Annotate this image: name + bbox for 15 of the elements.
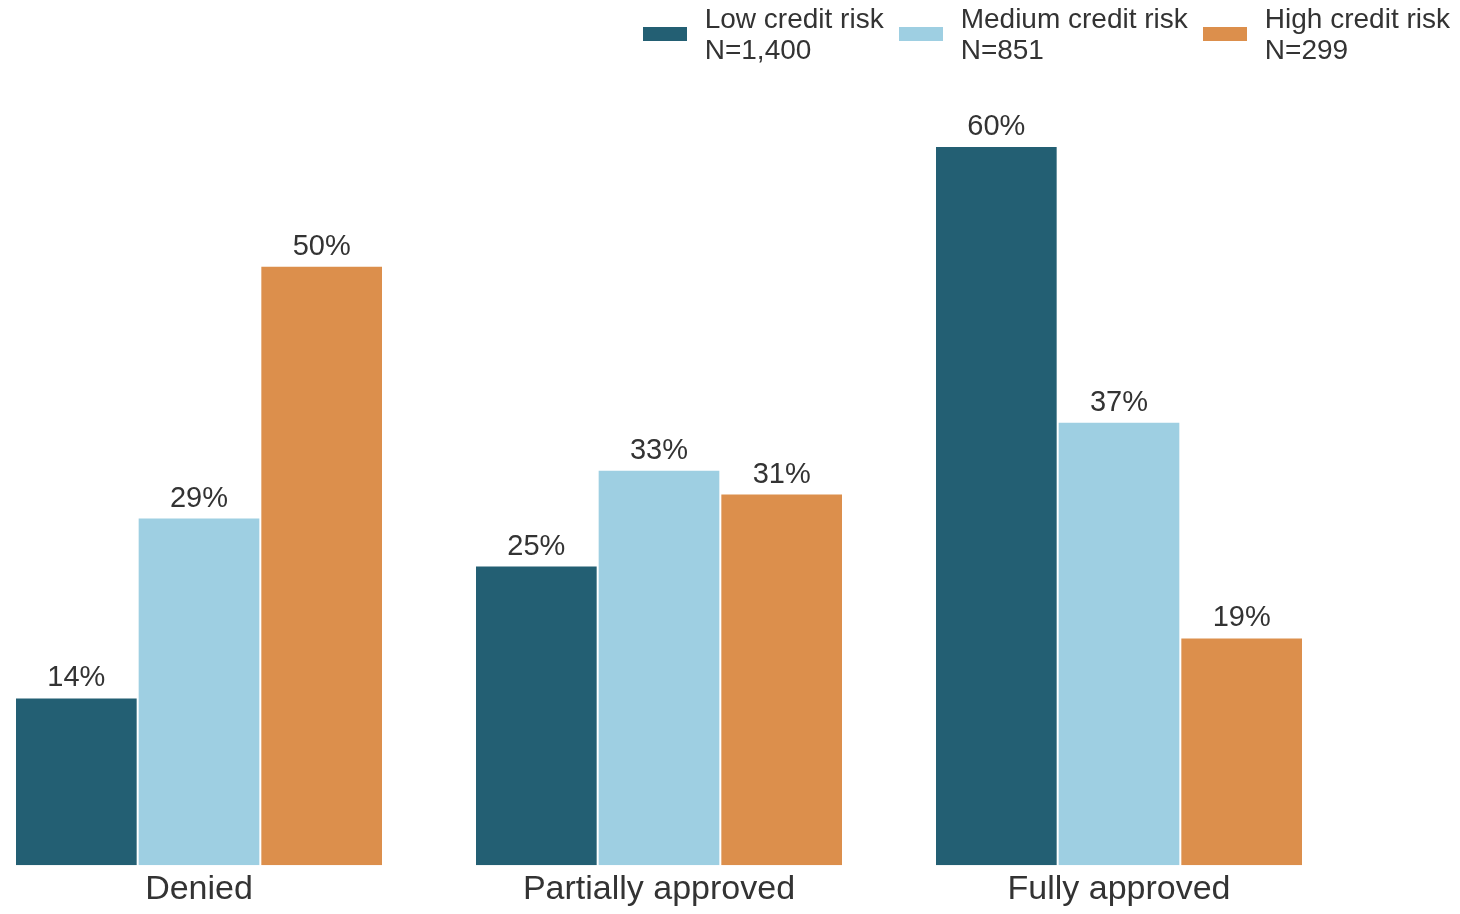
x-tick-label: Denied (145, 867, 253, 906)
data-label: 60% (967, 109, 1026, 141)
data-label: 19% (1212, 600, 1271, 633)
data-label: 37% (1089, 384, 1149, 417)
data-label: 29% (169, 480, 229, 513)
data-label: 33% (629, 432, 689, 465)
data-label: 25% (507, 528, 566, 561)
legend-label: Medium credit risk N=851 (960, 3, 1188, 65)
x-tick-label: Partially approved (522, 867, 796, 906)
data-label: 31% (752, 456, 811, 489)
data-label: 50% (292, 228, 351, 261)
legend-label: Low credit risk N=1,400 (704, 3, 884, 65)
legend-label: High credit risk N=299 (1264, 3, 1450, 65)
x-tick-label: Fully approved (1007, 867, 1231, 906)
data-label: 14% (47, 660, 106, 693)
